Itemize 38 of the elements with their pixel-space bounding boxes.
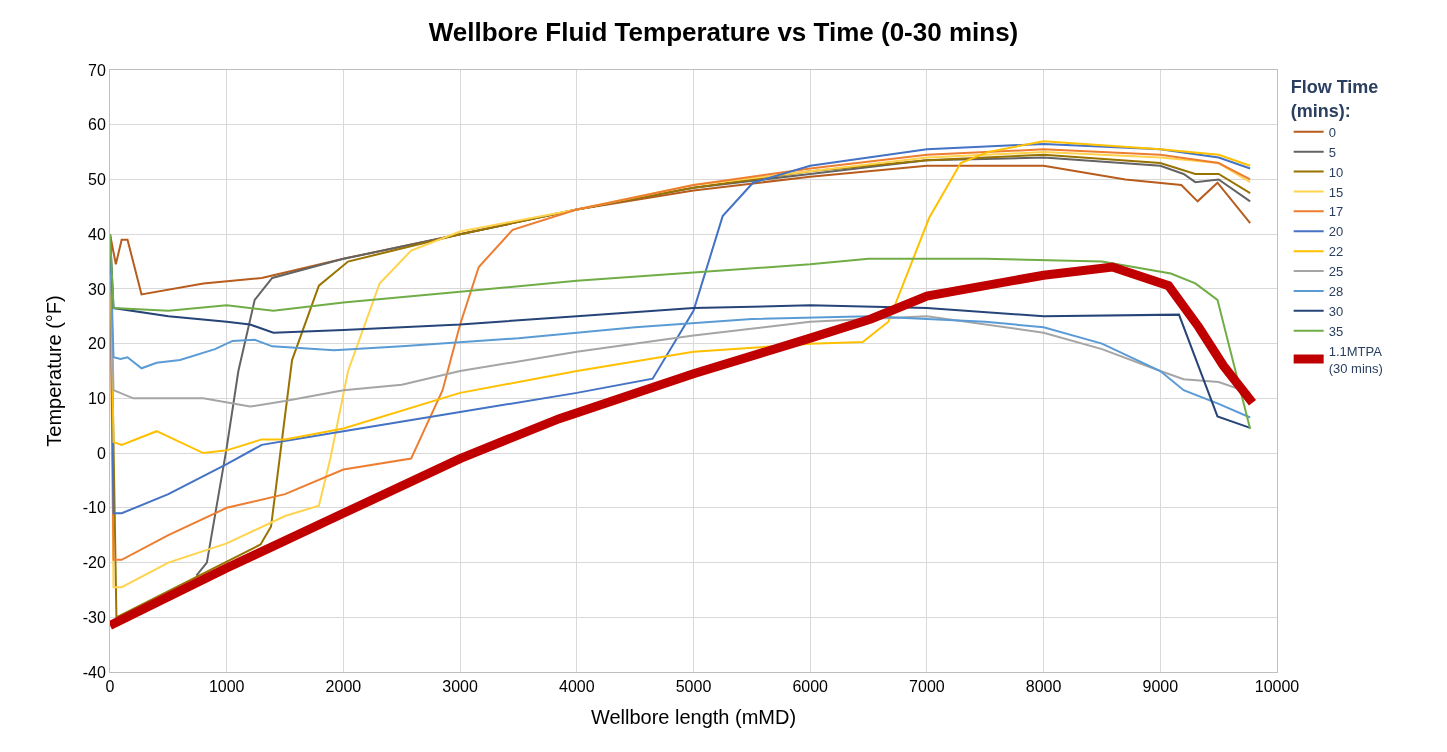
- y-tick-label: -40: [82, 663, 106, 681]
- y-tick-label: 60: [88, 116, 106, 134]
- legend-label: 1.1MTPA (30 mins): [1328, 343, 1383, 376]
- chart-title: Wellbore Fluid Temperature vs Time (0-30 mins): [428, 16, 1019, 47]
- legend-label: 20: [1328, 224, 1344, 240]
- y-tick-label: -20: [82, 554, 106, 572]
- legend-label: 17: [1328, 204, 1344, 220]
- legend-label: 15: [1328, 184, 1344, 200]
- y-tick-label: 50: [88, 171, 106, 189]
- x-tick-label: 4000: [559, 678, 595, 696]
- y-tick-label: 20: [88, 335, 106, 353]
- x-tick-label: 2000: [325, 678, 362, 696]
- y-tick-label: 40: [88, 225, 106, 243]
- y-tick-label: -10: [82, 499, 106, 517]
- x-tick-label: 1000: [208, 678, 245, 696]
- legend-label: 10: [1328, 164, 1344, 180]
- y-tick-label: -30: [82, 608, 106, 626]
- legend-label: 30: [1328, 303, 1344, 319]
- x-tick-label: 10000: [1254, 678, 1300, 696]
- y-tick-label: 10: [88, 389, 106, 407]
- y-tick-label: 30: [88, 280, 106, 298]
- y-axis-title: Temperature (°F): [43, 295, 66, 447]
- legend-label: 35: [1328, 323, 1344, 339]
- y-tick-label: 0: [96, 444, 106, 462]
- x-tick-label: 9000: [1142, 678, 1179, 696]
- legend-title: Flow Time (mins):: [1290, 77, 1379, 121]
- legend-label: 28: [1328, 284, 1344, 300]
- legend-label: 25: [1328, 264, 1344, 280]
- x-tick-label: 3000: [442, 678, 478, 696]
- x-tick-label: 5000: [675, 678, 712, 696]
- legend-label: 5: [1328, 144, 1336, 160]
- x-tick-label: 7000: [909, 678, 945, 696]
- legend-label: 0: [1328, 124, 1336, 140]
- x-axis-title: Wellbore length (mMD): [590, 705, 797, 728]
- x-tick-label: 8000: [1025, 678, 1062, 696]
- y-tick-label: 70: [88, 61, 106, 79]
- x-tick-label: 6000: [792, 678, 829, 696]
- legend-label: 22: [1328, 244, 1344, 260]
